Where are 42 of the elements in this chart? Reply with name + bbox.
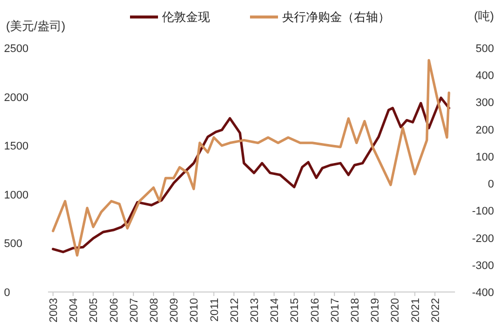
y2-tick-label: 500 xyxy=(476,43,494,55)
y-tick-label: 500 xyxy=(4,238,22,250)
x-tick-label: 2003 xyxy=(48,298,60,322)
x-tick-label: 2017 xyxy=(329,298,342,322)
x-tick-label: 2005 xyxy=(88,298,100,322)
line-series xyxy=(52,96,450,254)
x-tick-label: 2020 xyxy=(390,298,402,322)
x-tick-label: 2021 xyxy=(410,298,422,322)
x-tick-label: 2012 xyxy=(228,298,241,322)
x-tick-label: 2008 xyxy=(148,298,161,322)
x-tick-label: 2006 xyxy=(108,298,120,322)
x-tick-label: 2015 xyxy=(289,298,302,322)
y2-tick-label: -200 xyxy=(472,232,494,245)
x-tick-label: 2018 xyxy=(350,298,362,322)
y-axis-title: (美元/盎司) xyxy=(6,19,66,33)
y2-tick-label: -300 xyxy=(472,260,494,272)
x-tick-label: 2022 xyxy=(430,298,442,322)
y2-tick-label: -100 xyxy=(472,206,494,218)
y-tick-label: 1500 xyxy=(4,140,28,153)
x-tick-label: 2013 xyxy=(249,298,262,322)
legend-label: 伦敦金现 xyxy=(162,10,210,24)
x-tick-label: 2009 xyxy=(168,298,181,322)
x-tick-label: 2010 xyxy=(188,298,201,322)
x-tick-label: 2016 xyxy=(309,298,322,322)
y2-axis-title: (吨) xyxy=(474,9,494,23)
y2-tick-label: 400 xyxy=(476,70,494,82)
y2-tick-label: 100 xyxy=(476,151,494,164)
y2-tick-label: 200 xyxy=(476,124,494,136)
y2-tick-label: 0 xyxy=(488,178,494,191)
legend-label: 央行净购金（右轴） xyxy=(282,10,390,24)
x-tick-label: 2014 xyxy=(269,298,282,322)
y-tick-label: 1000 xyxy=(4,189,28,202)
x-tick-label: 2019 xyxy=(370,298,382,322)
x-tick-label: 2004 xyxy=(68,298,80,322)
x-tick-label: 2011 xyxy=(208,298,221,322)
y-tick-label: 2500 xyxy=(4,43,28,55)
y2-tick-label: 300 xyxy=(476,97,494,110)
x-tick-label: 2007 xyxy=(128,298,140,322)
y-tick-label: 2000 xyxy=(4,92,28,104)
y-tick-label: 0 xyxy=(4,287,10,299)
y2-tick-label: -400 xyxy=(472,287,494,299)
line-series xyxy=(52,58,450,257)
